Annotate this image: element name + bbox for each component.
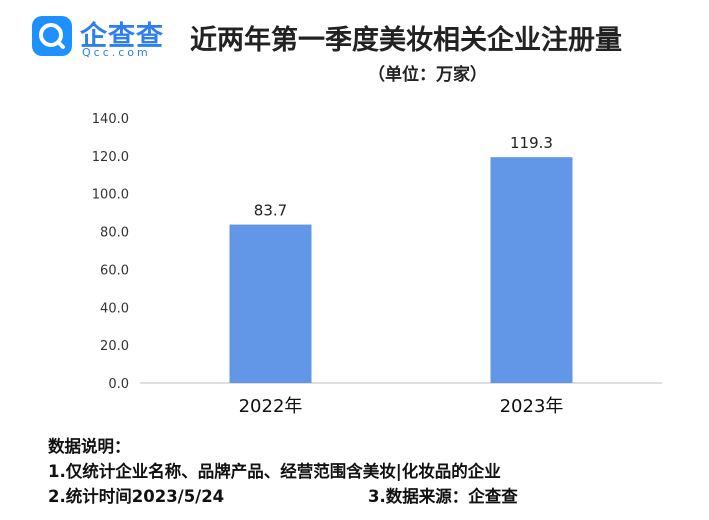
notes-line-3: 3.数据来源：企查查 [368, 487, 518, 506]
data-label: 83.7 [254, 202, 287, 220]
logo-text: 企查查 [80, 21, 164, 52]
notes-line-2: 2.统计时间2023/5/24 [48, 487, 225, 506]
bar [490, 157, 573, 383]
logo-subtext: Qcc.com [82, 46, 151, 59]
y-tick-label: 80.0 [100, 226, 129, 241]
y-tick-label: 120.0 [92, 150, 129, 165]
notes-heading: 数据说明： [48, 437, 131, 456]
y-tick-label: 20.0 [100, 339, 129, 354]
data-notes: 数据说明： 1.仅统计企业名称、品牌产品、经营范围含美妆|化妆品的企业 2.统计… [48, 434, 518, 509]
y-tick-label: 140.0 [92, 112, 129, 127]
y-tick-label: 40.0 [100, 301, 129, 316]
y-tick-label: 60.0 [100, 263, 129, 278]
x-tick-label: 2023年 [500, 396, 564, 417]
data-label: 119.3 [510, 134, 553, 152]
brand-logo: 企查查 Qcc.com [32, 14, 182, 64]
search-icon [32, 16, 72, 56]
x-tick-label: 2022年 [239, 396, 303, 417]
y-tick-label: 100.0 [92, 188, 129, 203]
chart-unit: （单位：万家） [368, 65, 487, 85]
bar [229, 224, 312, 383]
notes-line-1: 1.仅统计企业名称、品牌产品、经营范围含美妆|化妆品的企业 [48, 462, 501, 481]
chart-title: 近两年第一季度美妆相关企业注册量 [190, 25, 622, 56]
y-tick-label: 0.0 [108, 377, 129, 392]
